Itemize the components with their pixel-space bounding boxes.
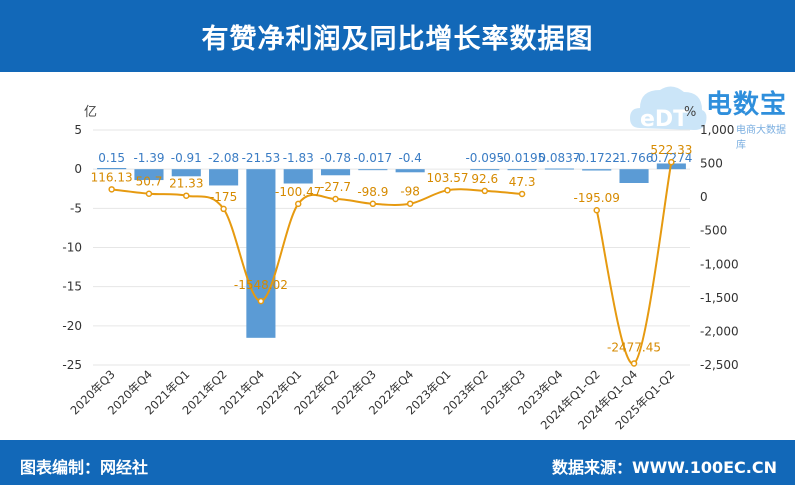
y2-tick-label: 500 xyxy=(700,157,723,171)
chart-footer: 图表编制：网经社 数据来源：WWW.100EC.CN xyxy=(0,440,795,485)
bar-value-label: -0.1722 xyxy=(574,151,620,165)
bar xyxy=(134,169,164,181)
line-value-label: 50.7 xyxy=(136,175,163,189)
footer-credit: 图表编制：网经社 xyxy=(20,458,149,477)
y-tick-label: -10 xyxy=(62,241,82,255)
bar-value-label: -0.0195 xyxy=(499,151,545,165)
y2-axis-unit: % xyxy=(684,105,696,120)
line-point xyxy=(518,190,526,198)
line-value-label: 116.13 xyxy=(91,170,133,184)
line-point xyxy=(668,158,675,166)
line-value-label: 103.57 xyxy=(426,171,468,185)
line-value-label: -175 xyxy=(210,190,237,204)
bar-value-label: -0.91 xyxy=(171,151,202,165)
line-value-label: -195.09 xyxy=(574,191,620,205)
y2-tick-label: -1,500 xyxy=(700,291,739,305)
bar-value-label: -0.095 xyxy=(465,151,504,165)
bar-value-label: 0.7274 xyxy=(650,151,692,165)
bar-value-label: -1.83 xyxy=(283,151,314,165)
line-point xyxy=(369,200,377,208)
y-tick-label: 0 xyxy=(74,162,82,176)
line-point xyxy=(444,186,451,194)
chart-header: 有赞净利润及同比增长率数据图 xyxy=(0,0,795,72)
logo-mark: eDT xyxy=(640,107,688,132)
bar xyxy=(246,169,276,338)
y2-tick-label: -2,000 xyxy=(700,324,739,338)
bar xyxy=(97,167,127,170)
y-tick-label: -20 xyxy=(62,319,82,333)
line-point xyxy=(183,192,190,199)
line-value-label: -1548.02 xyxy=(234,278,288,292)
line-value-label: -98 xyxy=(400,185,420,199)
bar xyxy=(395,169,425,173)
bar xyxy=(320,169,351,176)
bar xyxy=(171,169,201,177)
bar-value-label: -21.53 xyxy=(242,151,281,165)
line-point xyxy=(406,200,414,207)
bar xyxy=(470,169,500,171)
footer-source: 数据来源：WWW.100EC.CN xyxy=(551,458,777,477)
line-point xyxy=(593,206,600,214)
logo-brand-text: 电数宝 xyxy=(706,90,788,120)
line-value-label: 47.3 xyxy=(509,175,536,189)
bar-value-label: -0.4 xyxy=(398,151,421,165)
chart-title: 有赞净利润及同比增长率数据图 xyxy=(201,23,594,55)
y-tick-label: -15 xyxy=(62,280,82,294)
line-point xyxy=(257,297,265,305)
chart-area: 亿 % 5 0 -5 -10 -15 -20 -25 1,000 500 0 -500 -1,000 -1,… xyxy=(62,105,739,432)
line-point xyxy=(145,190,153,197)
y2-tick-label: 1,000 xyxy=(700,123,734,137)
y2-tick-label: -500 xyxy=(700,224,727,238)
bar-value-label: -0.017 xyxy=(354,151,393,165)
line-point xyxy=(294,200,302,208)
line-point xyxy=(220,205,227,213)
bar-value-label: -2.08 xyxy=(208,151,239,165)
bar-value-label: -0.78 xyxy=(320,151,351,165)
line-point xyxy=(332,195,339,203)
line-value-label: 92.6 xyxy=(471,172,498,186)
bar-value-label: -1.39 xyxy=(133,151,164,165)
bar-value-label: -1.766 xyxy=(615,151,654,165)
line-point xyxy=(108,186,115,193)
y-tick-label: -5 xyxy=(70,201,82,215)
bar xyxy=(358,169,388,171)
logo-sub-text: 电商大数据库 xyxy=(736,125,786,151)
line-value-label: 522.33 xyxy=(650,143,692,157)
y-axis-unit: 亿 xyxy=(84,105,97,120)
line-value-label: -27.7 xyxy=(320,180,351,194)
bar xyxy=(582,169,612,171)
y2-tick-label: -1,000 xyxy=(700,257,739,271)
line-value-label: 21.33 xyxy=(169,177,203,191)
bar-value-label: 0.15 xyxy=(98,151,125,165)
y-tick-label: 5 xyxy=(74,123,82,137)
y2-tick-label: -2,500 xyxy=(700,358,739,372)
y-tick-label: -25 xyxy=(62,358,82,372)
growth-line xyxy=(111,188,523,303)
line-value-label: -100.47 xyxy=(275,185,321,199)
y2-tick-label: 0 xyxy=(700,190,708,204)
line-point xyxy=(630,360,638,367)
bar xyxy=(619,169,649,184)
bar xyxy=(507,169,537,171)
bar xyxy=(544,168,574,170)
line-point xyxy=(481,187,489,195)
line-value-label: -98.9 xyxy=(357,185,388,199)
line-value-label: -2477.45 xyxy=(607,340,661,354)
cloud-icon: eDT xyxy=(630,86,707,132)
bar-value-label: 0.0837 xyxy=(538,151,580,165)
bar xyxy=(209,169,239,186)
bar xyxy=(283,169,313,184)
brand-logo: eDT 电数宝 电商大数据库 xyxy=(628,78,793,151)
